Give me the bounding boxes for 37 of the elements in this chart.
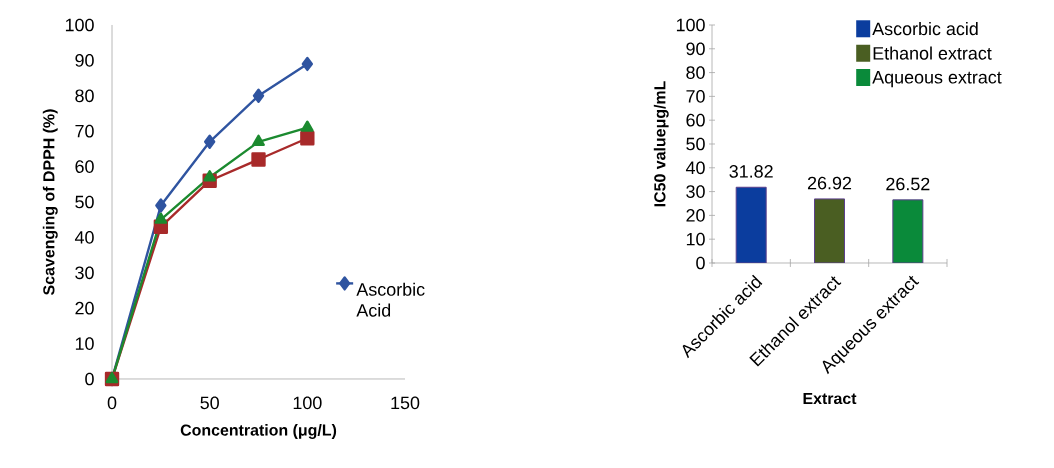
y-axis-title: Scavenging of DPPH (%)	[42, 109, 58, 295]
x-tick-label: 50	[200, 396, 219, 410]
legend-label: Ethanol extract	[873, 46, 992, 60]
y-tick-label: 20	[75, 301, 94, 315]
y-tick-label: 100	[676, 18, 705, 32]
legend-label: Ascorbic Acid	[356, 282, 425, 317]
y-tick-label: 80	[75, 89, 94, 103]
data-label: 31.82	[729, 165, 773, 178]
y-tick-label: 80	[686, 66, 705, 79]
y-tick-label: 40	[74, 231, 94, 244]
y-tick-label: 100	[65, 18, 94, 32]
x-axis-title: Extract	[803, 393, 857, 405]
y-tick-label: 70	[75, 124, 94, 138]
legend-label: Ascorbic acid	[872, 22, 978, 36]
x-tick-label: 0	[107, 396, 117, 410]
y-tick-label: 50	[75, 195, 94, 209]
y-tick-label: 90	[686, 42, 705, 56]
y-axis-title: IC50 valueμg/mL	[653, 81, 669, 207]
x-tick-label: 150	[391, 396, 420, 410]
x-tick-label: 100	[293, 396, 322, 410]
y-tick-label: 60	[75, 160, 94, 173]
y-tick-label: 70	[686, 90, 705, 103]
data-label: 26.92	[807, 176, 852, 190]
y-tick-label: 30	[686, 185, 705, 198]
y-tick-label: 90	[75, 54, 94, 67]
y-tick-label: 0	[85, 372, 94, 386]
y-tick-label: 40	[685, 161, 705, 175]
y-tick-label: 30	[75, 266, 94, 280]
x-axis-title: Concentration (μg/L)	[180, 424, 337, 439]
y-tick-label: 10	[75, 337, 94, 350]
y-tick-label: 0	[696, 256, 705, 270]
y-tick-label: 60	[686, 113, 705, 127]
y-tick-label: 10	[686, 232, 705, 246]
legend-label: Aqueous extract	[872, 71, 1002, 88]
data-label: 26.52	[886, 177, 930, 191]
y-tick-label: 20	[686, 209, 705, 222]
y-tick-label: 50	[686, 137, 705, 151]
